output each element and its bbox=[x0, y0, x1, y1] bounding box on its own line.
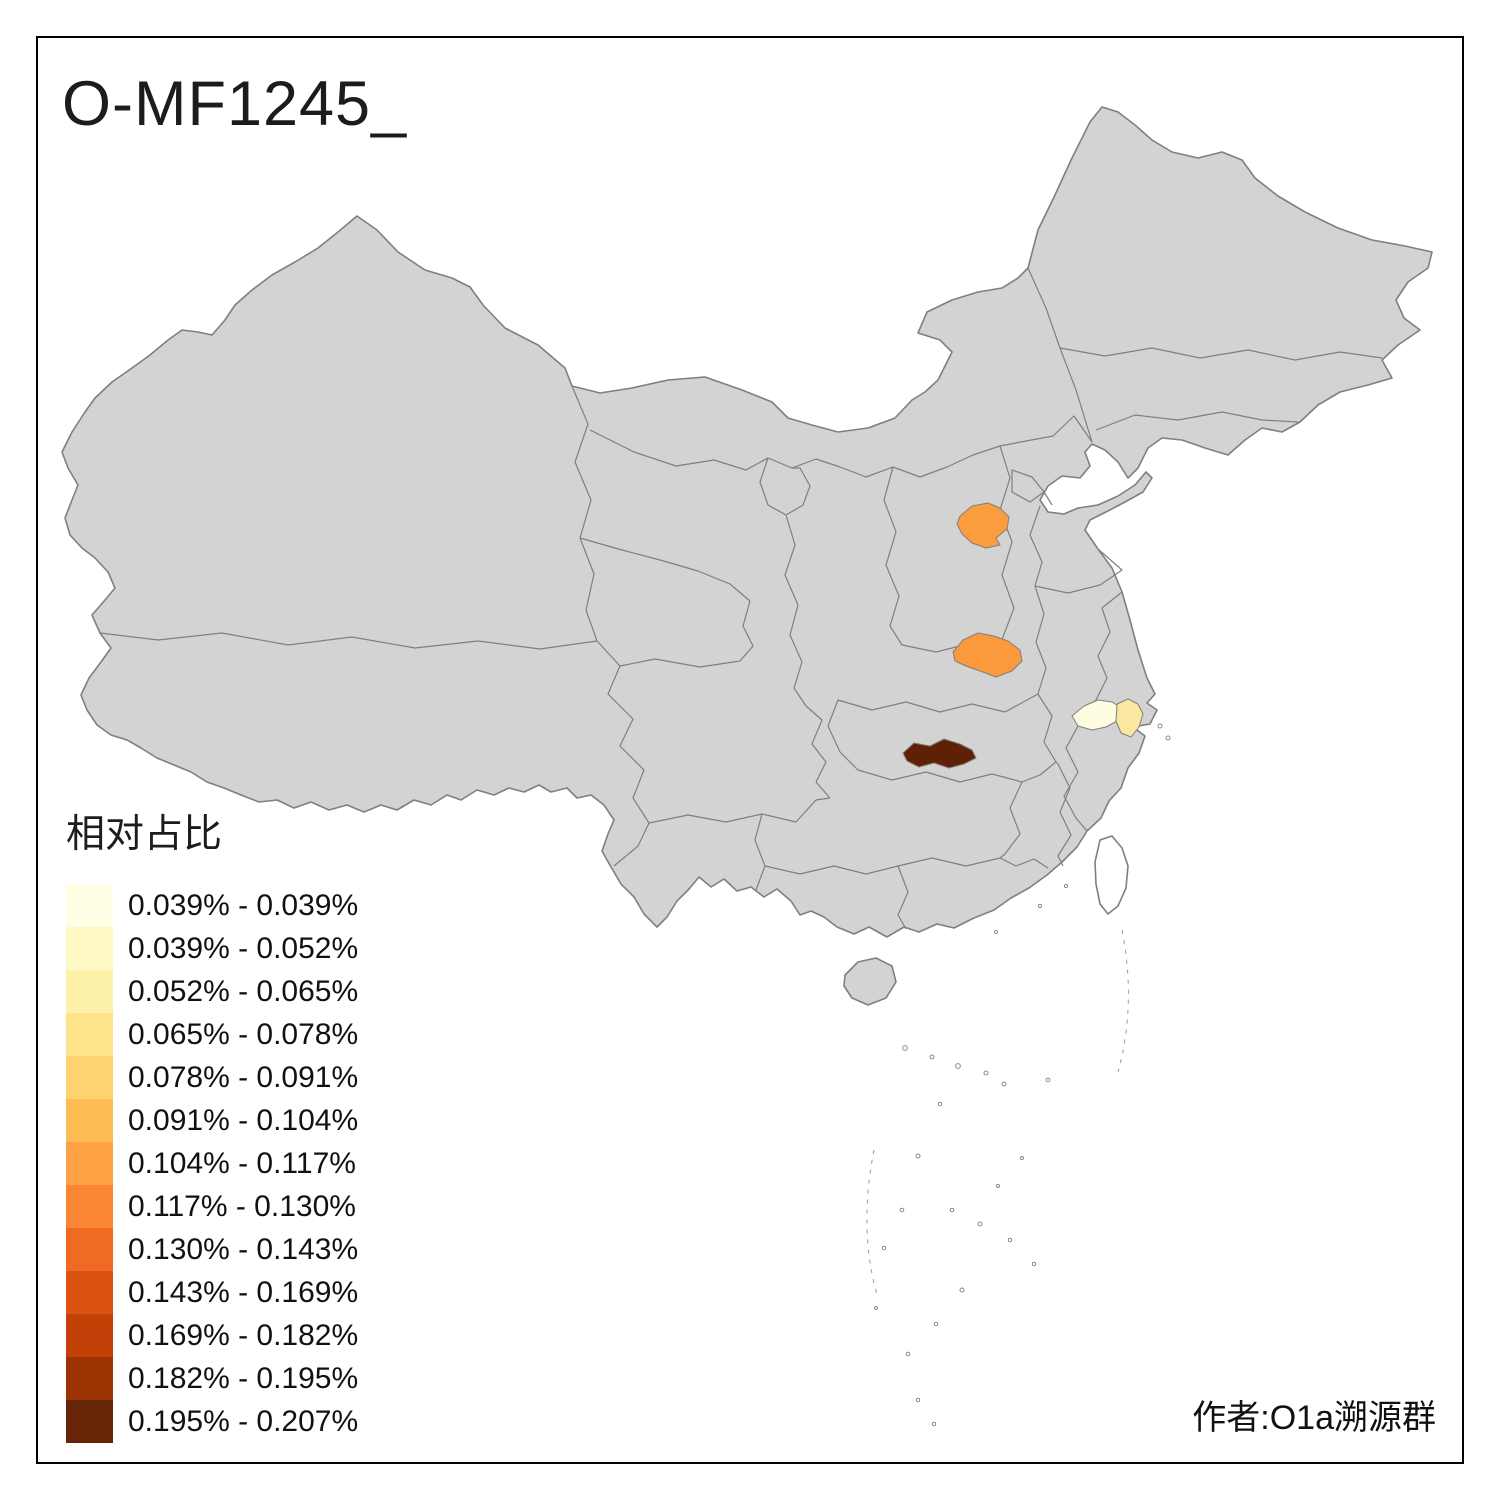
attribution-text: 作者:O1a溯源群 bbox=[1192, 1399, 1436, 1437]
legend: 相对占比 0.039% - 0.039% 0.039% - 0.052% 0.0… bbox=[66, 812, 358, 1443]
island-chain-dash-2 bbox=[1117, 929, 1129, 1073]
legend-swatch bbox=[66, 1185, 113, 1228]
legend-swatch bbox=[66, 1142, 113, 1185]
highlighted-regions bbox=[902, 502, 1144, 769]
legend-swatch bbox=[66, 1357, 113, 1400]
legend-swatch bbox=[66, 1314, 113, 1357]
legend-item: 0.195% - 0.207% bbox=[66, 1400, 358, 1443]
legend-swatch bbox=[66, 884, 113, 927]
legend-label: 0.169% - 0.182% bbox=[128, 1318, 359, 1352]
legend-swatch bbox=[66, 970, 113, 1013]
legend-item: 0.143% - 0.169% bbox=[66, 1271, 358, 1314]
legend-item: 0.078% - 0.091% bbox=[66, 1056, 358, 1099]
legend-label: 0.065% - 0.078% bbox=[128, 1017, 359, 1051]
legend-item: 0.130% - 0.143% bbox=[66, 1228, 358, 1271]
legend-label: 0.039% - 0.052% bbox=[128, 931, 359, 965]
legend-label: 0.130% - 0.143% bbox=[128, 1232, 359, 1266]
page-title: O-MF1245_ bbox=[62, 69, 408, 139]
legend-item: 0.091% - 0.104% bbox=[66, 1099, 358, 1142]
legend-item: 0.039% - 0.039% bbox=[66, 884, 358, 927]
legend-title: 相对占比 bbox=[66, 813, 223, 856]
legend-item: 0.104% - 0.117% bbox=[66, 1142, 358, 1185]
hainan-island bbox=[843, 957, 897, 1006]
legend-label: 0.091% - 0.104% bbox=[128, 1103, 359, 1137]
legend-item: 0.065% - 0.078% bbox=[66, 1013, 358, 1056]
legend-item: 0.117% - 0.130% bbox=[66, 1185, 358, 1228]
south-sea-islands bbox=[866, 723, 1171, 1427]
legend-swatch bbox=[66, 1271, 113, 1314]
legend-item: 0.169% - 0.182% bbox=[66, 1314, 358, 1357]
legend-item: 0.052% - 0.065% bbox=[66, 970, 358, 1013]
legend-label: 0.078% - 0.091% bbox=[128, 1060, 359, 1094]
legend-label: 0.117% - 0.130% bbox=[128, 1189, 356, 1223]
province-borders bbox=[99, 267, 1383, 930]
legend-swatch bbox=[66, 1056, 113, 1099]
legend-item: 0.182% - 0.195% bbox=[66, 1357, 358, 1400]
legend-swatch bbox=[66, 1099, 113, 1142]
legend-swatch bbox=[66, 1400, 113, 1443]
highlight-region-south-central bbox=[902, 738, 977, 769]
legend-label: 0.195% - 0.207% bbox=[128, 1404, 359, 1438]
legend-item: 0.039% - 0.052% bbox=[66, 927, 358, 970]
legend-label: 0.182% - 0.195% bbox=[128, 1361, 359, 1395]
highlight-region-east-coast bbox=[1115, 698, 1144, 738]
taiwan-island bbox=[1094, 835, 1129, 915]
legend-swatch bbox=[66, 927, 113, 970]
island-chain-dash bbox=[866, 1149, 879, 1299]
legend-label: 0.143% - 0.169% bbox=[128, 1275, 359, 1309]
highlight-region-north bbox=[956, 502, 1010, 549]
legend-label: 0.104% - 0.117% bbox=[128, 1146, 356, 1180]
highlight-region-central bbox=[952, 632, 1023, 678]
legend-label: 0.052% - 0.065% bbox=[128, 974, 359, 1008]
legend-swatch bbox=[66, 1228, 113, 1271]
legend-label: 0.039% - 0.039% bbox=[128, 888, 359, 922]
legend-swatch bbox=[66, 1013, 113, 1056]
